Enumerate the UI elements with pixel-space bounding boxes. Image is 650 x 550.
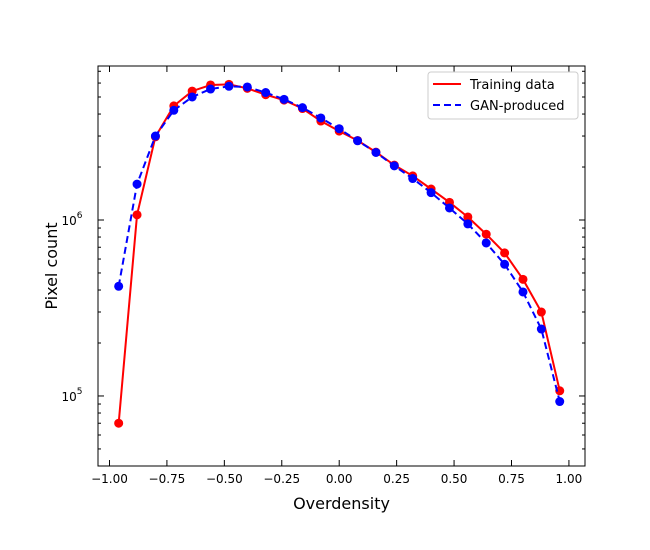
data-point-gan-produced: [242, 82, 252, 92]
data-point-gan-produced: [132, 179, 142, 189]
legend-box: [427, 71, 579, 120]
data-point-gan-produced: [206, 84, 216, 94]
data-point-gan-produced: [426, 188, 436, 198]
data-point-gan-produced: [408, 174, 418, 184]
legend-label-gan-produced: GAN-produced: [470, 99, 565, 114]
data-point-gan-produced: [261, 88, 271, 98]
data-point-training-data: [114, 418, 124, 428]
x-tick-label: 0.25: [383, 472, 410, 486]
data-point-gan-produced: [536, 324, 546, 334]
data-point-gan-produced: [279, 94, 289, 104]
data-point-training-data: [555, 386, 565, 396]
data-point-gan-produced: [371, 147, 381, 157]
data-point-training-data: [536, 307, 546, 317]
data-point-training-data: [132, 210, 142, 220]
data-point-gan-produced: [353, 136, 363, 146]
x-tick-label: −0.50: [206, 472, 243, 486]
x-tick-label: 1.00: [556, 472, 583, 486]
legend-label-training-data: Training data: [469, 78, 555, 93]
data-point-gan-produced: [297, 103, 307, 113]
x-tick-label: 0.50: [441, 472, 468, 486]
data-point-gan-produced: [555, 397, 565, 407]
legend: Training data GAN-produced: [427, 71, 579, 120]
plot-frame: [97, 65, 586, 467]
x-tick-label: 0.75: [498, 472, 525, 486]
tick-layer: −1.00 −0.75 −0.50 −0.25 0.00 0.25 0.50 0.75 1.00…: [61, 66, 585, 486]
data-point-training-data: [481, 229, 491, 239]
y-axis-label: Pixel count: [42, 222, 61, 309]
data-point-training-data: [463, 212, 473, 222]
x-tick-label: −1.00: [91, 472, 128, 486]
data-point-gan-produced: [463, 219, 473, 229]
data-point-gan-produced: [169, 105, 179, 115]
data-point-gan-produced: [389, 161, 399, 171]
data-point-gan-produced: [187, 92, 197, 102]
data-point-training-data: [500, 248, 510, 258]
data-point-gan-produced: [500, 259, 510, 269]
data-point-gan-produced: [518, 287, 528, 297]
data-point-gan-produced: [444, 203, 454, 213]
data-point-gan-produced: [316, 113, 326, 123]
series-layer: [114, 79, 565, 428]
x-tick-label: −0.75: [149, 472, 186, 486]
data-point-gan-produced: [481, 238, 491, 248]
data-point-gan-produced: [114, 281, 124, 291]
x-tick-label: 0.00: [326, 472, 353, 486]
data-point-training-data: [518, 274, 528, 284]
data-point-gan-produced: [150, 131, 160, 141]
data-point-gan-produced: [334, 124, 344, 134]
data-point-gan-produced: [224, 81, 234, 91]
x-axis-label: Overdensity: [293, 494, 390, 513]
x-tick-label: −0.25: [263, 472, 300, 486]
